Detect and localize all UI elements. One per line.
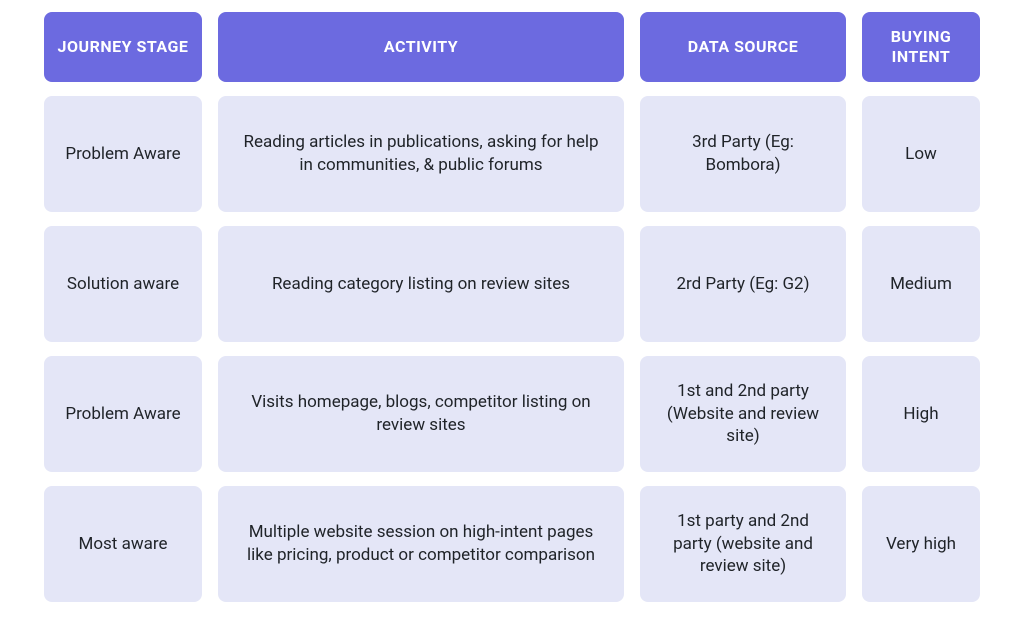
table-cell-intent: High xyxy=(862,356,980,472)
table-cell-source: 1st and 2nd party (Website and review si… xyxy=(640,356,846,472)
table-cell-source: 1st party and 2nd party (website and rev… xyxy=(640,486,846,602)
table-cell-activity: Reading category listing on review sites xyxy=(218,226,624,342)
table-cell-intent: Medium xyxy=(862,226,980,342)
table-cell-source: 2rd Party (Eg: G2) xyxy=(640,226,846,342)
table-cell-stage: Most aware xyxy=(44,486,202,602)
column-header-activity: ACTIVITY xyxy=(218,12,624,82)
table-cell-intent: Low xyxy=(862,96,980,212)
table-cell-stage: Solution aware xyxy=(44,226,202,342)
table-cell-stage: Problem Aware xyxy=(44,356,202,472)
column-header-data-source: DATA SOURCE xyxy=(640,12,846,82)
table-cell-activity: Multiple website session on high-intent … xyxy=(218,486,624,602)
table-cell-source: 3rd Party (Eg: Bombora) xyxy=(640,96,846,212)
column-header-journey-stage: JOURNEY STAGE xyxy=(44,12,202,82)
journey-intent-table: JOURNEY STAGE ACTIVITY DATA SOURCE BUYIN… xyxy=(16,12,1008,602)
table-cell-intent: Very high xyxy=(862,486,980,602)
column-header-buying-intent: BUYING INTENT xyxy=(862,12,980,82)
table-cell-stage: Problem Aware xyxy=(44,96,202,212)
table-cell-activity: Reading articles in publications, asking… xyxy=(218,96,624,212)
table-cell-activity: Visits homepage, blogs, competitor listi… xyxy=(218,356,624,472)
